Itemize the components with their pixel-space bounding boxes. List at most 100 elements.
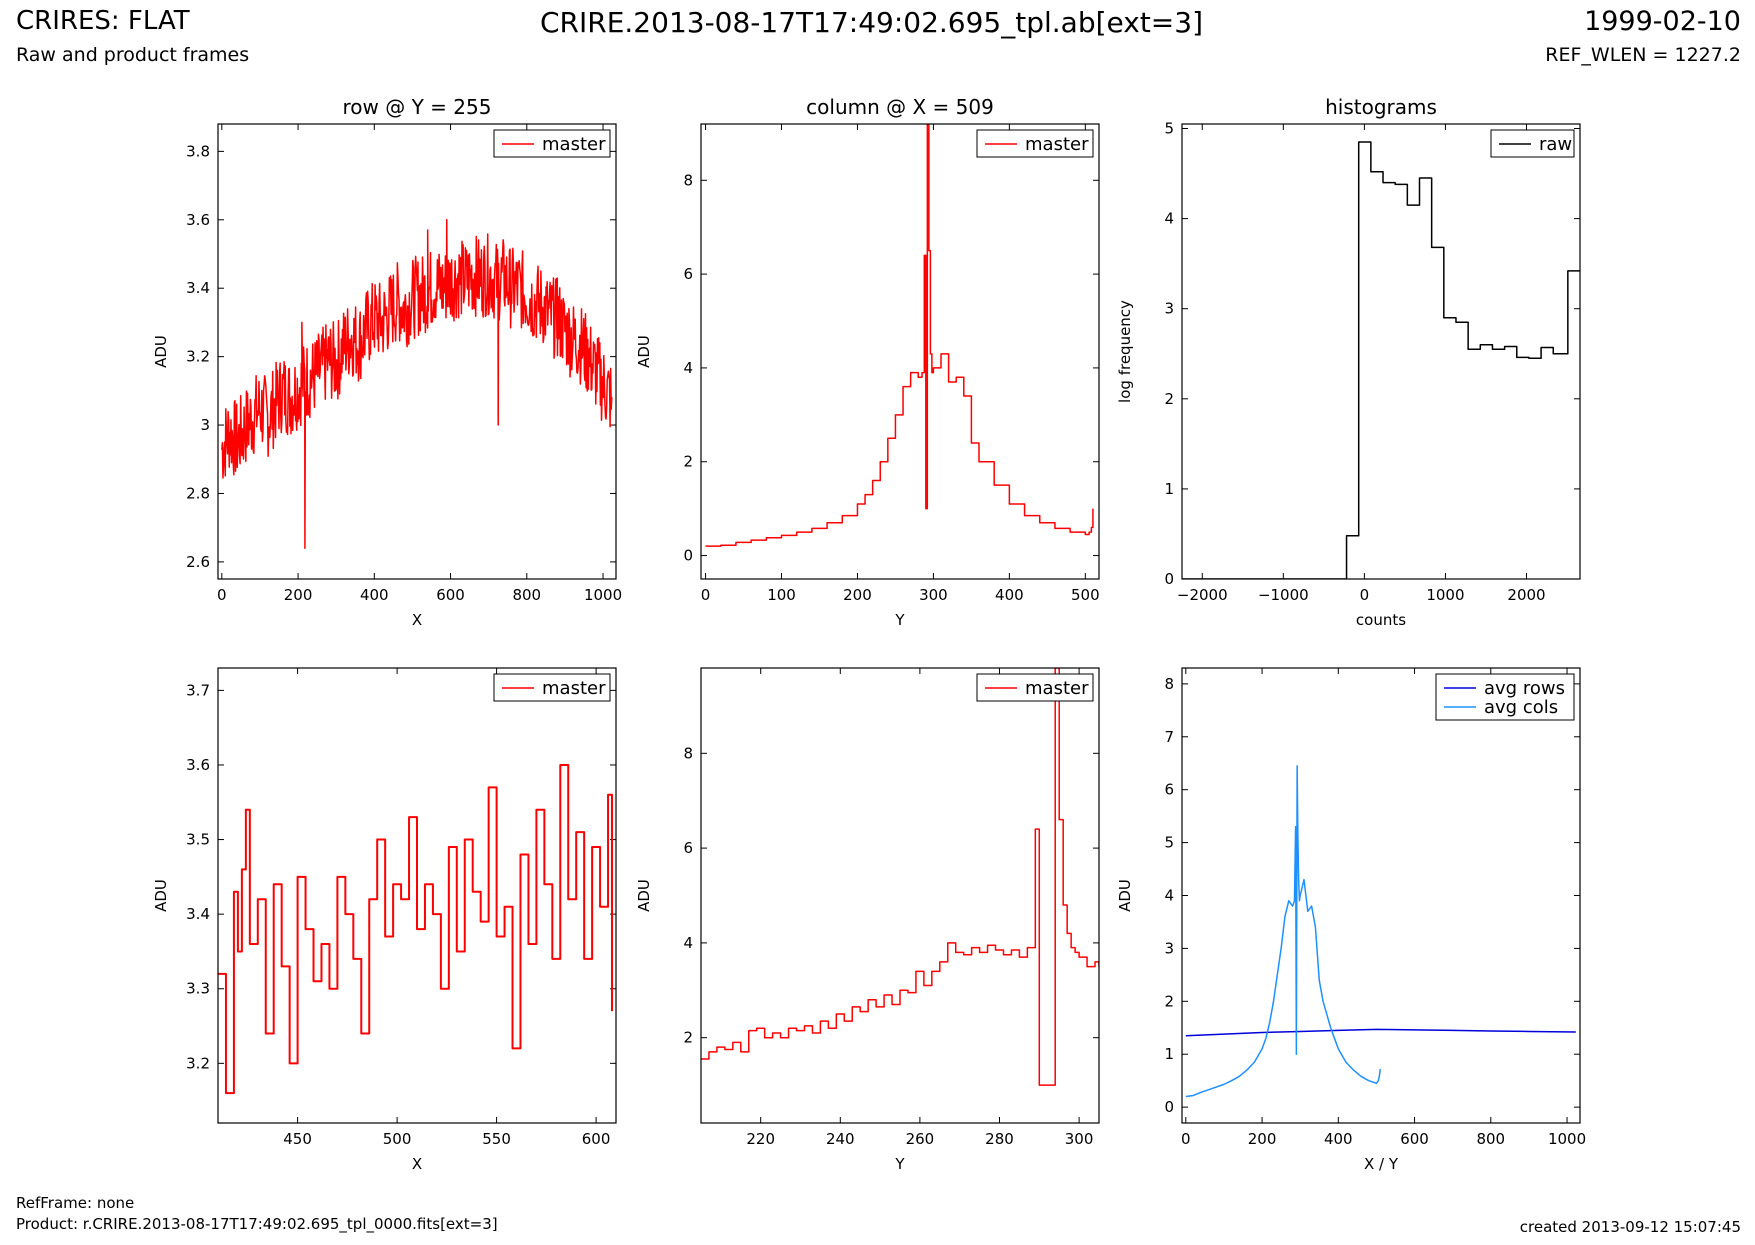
- y-tick-label: 4: [683, 934, 693, 952]
- y-tick-label: 3.8: [186, 142, 210, 160]
- x-tick-label: 0: [1360, 586, 1370, 604]
- plot-frame: [217, 667, 617, 1124]
- y-tick-label: 0: [683, 547, 693, 565]
- series-line-1: [1182, 141, 1580, 579]
- y-axis-label: ADU: [152, 879, 170, 912]
- x-tick-label: 450: [283, 1130, 312, 1148]
- plot-frame: [700, 667, 1100, 1124]
- legend-label: master: [1025, 678, 1089, 699]
- y-tick-label: 2.8: [186, 484, 210, 502]
- y-tick-label: 3.4: [186, 905, 210, 923]
- y-tick-label: 3: [1164, 939, 1174, 957]
- y-tick-label: 3.7: [186, 681, 210, 699]
- series-line-1: [705, 124, 1094, 547]
- y-tick-label: 4: [1164, 210, 1174, 228]
- x-tick-label: 1000: [1548, 1130, 1586, 1148]
- y-tick-label: 3.4: [186, 279, 210, 297]
- y-tick-label: 6: [683, 839, 693, 857]
- ref-wlen-label: REF_WLEN = 1227.2: [1545, 44, 1741, 66]
- legend-label: master: [542, 678, 606, 699]
- legend: master: [976, 129, 1094, 158]
- x-tick-label: 400: [360, 586, 389, 604]
- y-tick-label: 3.6: [186, 211, 210, 229]
- chart-title: row @ Y = 255: [343, 95, 492, 119]
- x-axis-label: X: [412, 1155, 422, 1173]
- y-tick-label: 3.6: [186, 756, 210, 774]
- legend: master: [493, 129, 611, 158]
- y-tick-label: 8: [1164, 675, 1174, 693]
- x-axis-label: Y: [894, 1155, 905, 1173]
- plot-area: [218, 763, 614, 1095]
- chart-panel-6: 0 200 400 600 800 1000 0 1 2 3 4 5 6 7 8 X / Y ADU avg ro…: [1116, 667, 1586, 1173]
- x-axis-label: counts: [1356, 611, 1406, 629]
- y-tick-label: 8: [683, 744, 693, 762]
- x-tick-label: 300: [919, 586, 948, 604]
- page-title: CRIRES: FLAT: [16, 6, 190, 36]
- x-tick-label: 500: [383, 1130, 412, 1148]
- x-tick-label: 400: [1324, 1130, 1353, 1148]
- x-tick-label: 260: [906, 1130, 935, 1148]
- page-subtitle: Raw and product frames: [16, 44, 250, 66]
- x-tick-label: 1000: [584, 586, 622, 604]
- plot-area: [705, 124, 1094, 547]
- y-tick-label: 5: [1164, 834, 1174, 852]
- y-tick-label: 4: [1164, 887, 1174, 905]
- y-tick-label: 7: [1164, 728, 1174, 746]
- y-tick-label: 0: [1164, 1098, 1174, 1116]
- y-tick-label: 3.2: [186, 1054, 210, 1072]
- x-tick-label: 220: [746, 1130, 775, 1148]
- y-axis-label: log frequency: [1116, 300, 1134, 403]
- x-axis-label: X: [412, 611, 422, 629]
- series-line-1: [218, 763, 614, 1095]
- plot-area: [1185, 765, 1576, 1098]
- plot-frame: [700, 123, 1100, 580]
- series-line-1: [221, 219, 613, 549]
- plot-frame: [217, 123, 617, 580]
- x-tick-label: 1000: [1426, 586, 1464, 604]
- y-tick-label: 2: [683, 1029, 693, 1047]
- legend-box: [1435, 673, 1575, 721]
- y-axis-label: ADU: [152, 335, 170, 368]
- x-tick-label: 240: [826, 1130, 855, 1148]
- x-tick-label: −2000: [1177, 586, 1228, 604]
- chart-panel-2: column @ X = 509 0 100 200 300 400 500 0 2 4 6 8 Y AD…: [635, 95, 1100, 629]
- x-tick-label: 200: [284, 586, 313, 604]
- y-tick-label: 3: [200, 416, 210, 434]
- plot-frame: [1181, 123, 1581, 580]
- chart-title: column @ X = 509: [806, 95, 994, 119]
- chart-title: histograms: [1325, 95, 1437, 119]
- x-tick-label: 0: [701, 586, 711, 604]
- y-tick-label: 6: [1164, 781, 1174, 799]
- legend-label: master: [1025, 134, 1089, 155]
- y-tick-label: 3.2: [186, 348, 210, 366]
- legend: master: [976, 673, 1094, 702]
- y-tick-label: 2: [1164, 390, 1174, 408]
- chart-panel-5: 220 240 260 280 300 2 4 6 8 Y ADU master: [635, 667, 1100, 1173]
- x-tick-label: 600: [1400, 1130, 1429, 1148]
- legend-label: avg rows: [1484, 678, 1565, 699]
- y-tick-label: 3.3: [186, 980, 210, 998]
- x-axis-label: X / Y: [1364, 1155, 1399, 1173]
- plot-area: [221, 219, 613, 549]
- x-tick-label: 100: [767, 586, 796, 604]
- plot-frame: [1181, 667, 1581, 1124]
- x-tick-label: 400: [995, 586, 1024, 604]
- x-tick-label: 2000: [1507, 586, 1545, 604]
- x-tick-label: 0: [1181, 1130, 1191, 1148]
- x-tick-label: 300: [1065, 1130, 1094, 1148]
- legend-label: raw: [1539, 134, 1572, 155]
- series-line-1: [1185, 1028, 1576, 1037]
- x-tick-label: 200: [1248, 1130, 1277, 1148]
- series-line-2: [1185, 765, 1381, 1098]
- x-tick-label: 0: [217, 586, 227, 604]
- x-tick-label: 800: [1476, 1130, 1505, 1148]
- legend-label: master: [542, 134, 606, 155]
- ref-frame-label: RefFrame: none: [16, 1194, 135, 1212]
- x-tick-label: 600: [436, 586, 465, 604]
- y-tick-label: 3: [1164, 300, 1174, 318]
- y-axis-label: ADU: [635, 335, 653, 368]
- y-tick-label: 5: [1164, 120, 1174, 138]
- y-tick-label: 6: [683, 265, 693, 283]
- product-label: Product: r.CRIRE.2013-08-17T17:49:02.695…: [16, 1215, 498, 1233]
